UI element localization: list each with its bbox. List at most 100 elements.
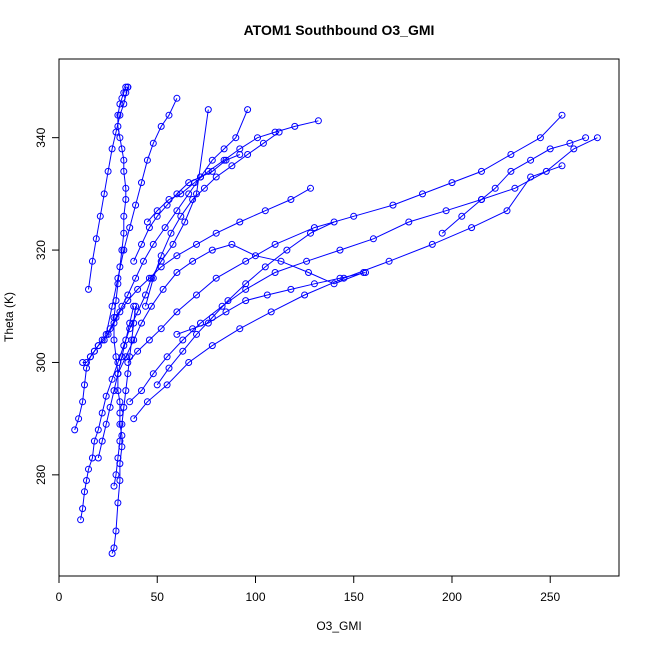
data-point — [173, 207, 181, 215]
data-point — [112, 128, 120, 136]
data-point — [81, 381, 88, 389]
data-point — [330, 280, 338, 288]
data-point — [104, 330, 112, 338]
series-17 — [143, 117, 322, 226]
data-point — [79, 398, 87, 406]
y-tick-label: 320 — [34, 240, 48, 260]
data-point — [267, 308, 275, 316]
data-point — [128, 336, 136, 344]
data-point — [254, 134, 261, 142]
data-point — [85, 465, 92, 473]
data-point — [228, 240, 236, 248]
data-point — [157, 252, 165, 260]
series-line — [129, 137, 598, 403]
data-point — [159, 285, 167, 293]
y-tick-label: 340 — [34, 127, 48, 147]
data-point — [220, 156, 228, 164]
series-13 — [153, 218, 338, 389]
data-point — [310, 280, 318, 288]
data-point — [582, 134, 590, 142]
series-5 — [124, 111, 566, 366]
data-point — [546, 145, 554, 153]
data-point — [83, 477, 90, 484]
data-point — [369, 235, 377, 243]
data-point — [124, 297, 132, 305]
series-16 — [173, 269, 369, 338]
x-axis-label: O3_GMI — [316, 619, 361, 633]
data-point — [149, 274, 157, 282]
data-point — [98, 409, 106, 417]
data-point — [448, 179, 456, 187]
data-point — [389, 201, 397, 209]
data-point — [558, 111, 566, 119]
data-point — [212, 229, 220, 237]
data-point — [85, 285, 92, 293]
data-point — [134, 285, 142, 293]
data-point — [169, 240, 177, 248]
data-point — [291, 122, 299, 130]
data-point — [71, 426, 79, 434]
data-point — [118, 246, 126, 254]
data-point — [336, 246, 344, 254]
data-point — [208, 342, 216, 350]
data-point — [120, 156, 128, 164]
y-tick-label: 300 — [34, 352, 48, 372]
data-point — [94, 454, 102, 462]
data-point — [242, 280, 250, 288]
series-line — [82, 187, 311, 363]
data-point — [116, 477, 124, 484]
series-6 — [126, 134, 601, 406]
series-14 — [94, 302, 138, 462]
series-8 — [114, 240, 368, 378]
data-point — [145, 336, 153, 344]
data-point — [438, 229, 446, 237]
data-point — [212, 173, 220, 181]
data-point — [189, 257, 197, 265]
data-point — [570, 145, 578, 153]
data-point — [108, 302, 116, 310]
plot-frame — [58, 58, 620, 577]
data-point — [138, 387, 145, 395]
data-point — [149, 139, 157, 147]
data-point — [191, 179, 199, 187]
series-line — [113, 306, 137, 487]
data-point — [336, 274, 344, 282]
data-point — [301, 291, 309, 299]
data-point — [98, 336, 106, 344]
data-point — [143, 218, 151, 226]
series-11 — [142, 128, 283, 310]
data-point — [271, 240, 279, 248]
series-line — [133, 154, 240, 262]
data-point — [110, 387, 118, 395]
data-point — [120, 167, 128, 175]
series-1 — [108, 83, 132, 557]
data-point — [200, 184, 208, 192]
data-point — [110, 544, 118, 552]
data-point — [77, 516, 85, 524]
chart-title: ATOM1 Southbound O3_GMI — [244, 22, 435, 38]
data-point — [165, 111, 173, 119]
series-line — [156, 221, 335, 386]
data-point — [126, 353, 134, 361]
data-point — [177, 190, 185, 198]
data-point — [102, 392, 110, 400]
y-axis-label: Theta (K) — [2, 292, 16, 342]
data-point — [114, 111, 122, 119]
data-point — [261, 207, 269, 215]
data-point — [442, 207, 450, 215]
data-point — [419, 190, 426, 198]
data-point — [106, 403, 114, 411]
data-point — [108, 145, 116, 153]
data-point — [114, 499, 122, 507]
data-point — [163, 353, 171, 361]
data-point — [173, 308, 181, 316]
data-point — [232, 134, 240, 142]
data-point — [189, 196, 197, 203]
data-point — [122, 184, 130, 192]
data-point — [122, 196, 130, 203]
data-point — [527, 156, 535, 164]
data-point — [204, 167, 212, 175]
data-point — [593, 134, 601, 142]
